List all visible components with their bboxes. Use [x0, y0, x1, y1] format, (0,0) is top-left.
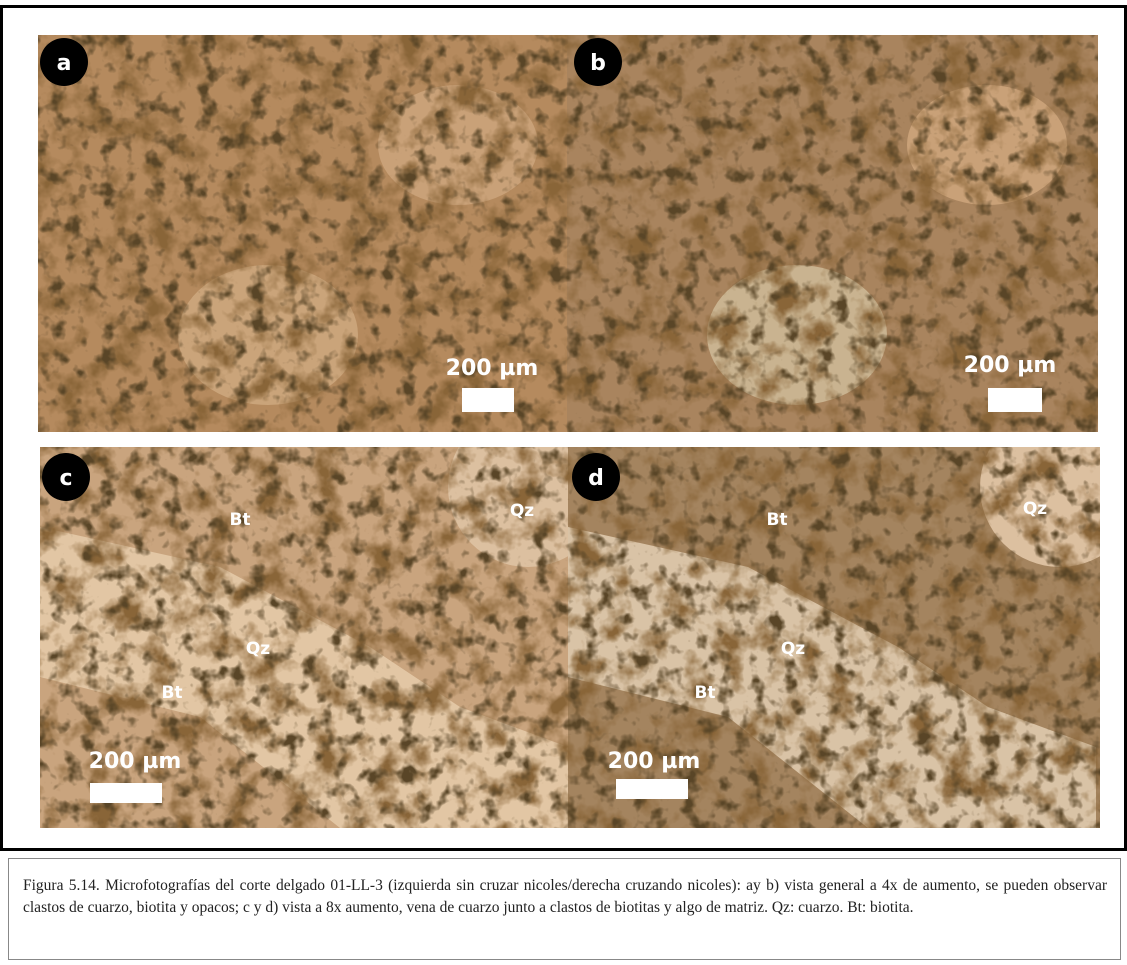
- caption: Figura 5.14. Microfotografías del corte …: [23, 875, 1107, 919]
- figure-frame: [0, 5, 1127, 851]
- page: a200 µmb200 µmc200 µmBtQzBtQzd200 µmQzBt…: [0, 0, 1127, 965]
- caption-box: Figura 5.14. Microfotografías del corte …: [8, 858, 1121, 960]
